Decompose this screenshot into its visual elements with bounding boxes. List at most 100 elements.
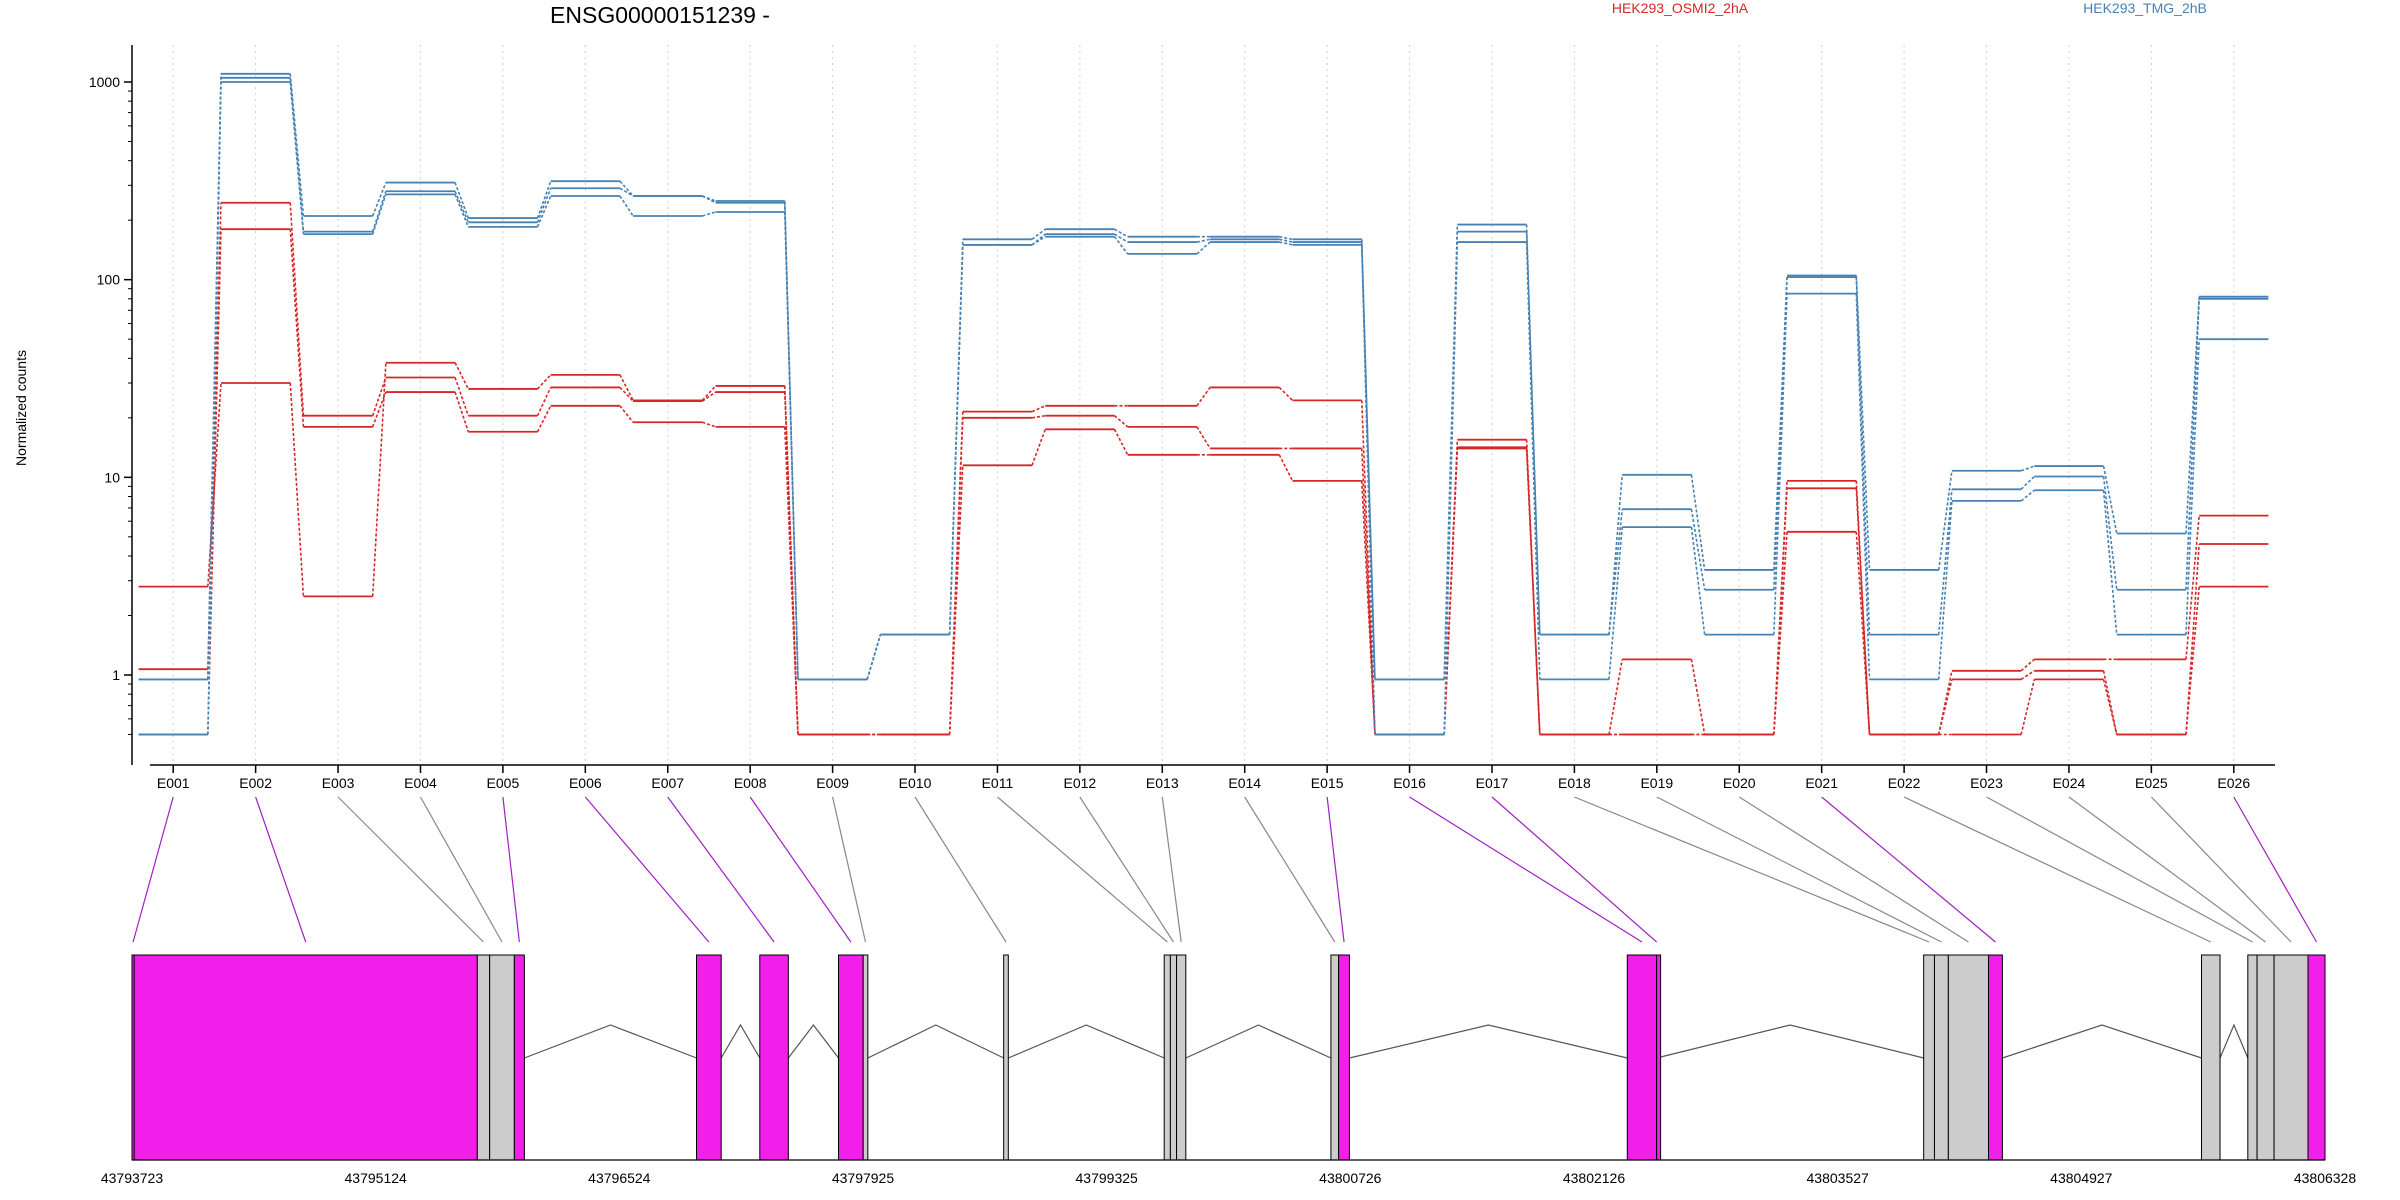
y-tick-label: 1: [112, 667, 120, 683]
series-connector: [702, 211, 716, 217]
series-connector: [1113, 415, 1129, 428]
series-connector: [2185, 296, 2200, 534]
series-connector: [1608, 509, 1624, 635]
x-tick-label: E022: [1888, 775, 1921, 791]
series-connector: [1443, 242, 1459, 735]
series-connector: [1031, 429, 1046, 466]
series-connector: [1855, 531, 1871, 735]
series-connector: [1937, 489, 1953, 635]
series-connector: [454, 190, 470, 223]
series-connector: [619, 187, 634, 197]
exon-block: [2247, 954, 2258, 1161]
series-connector: [1773, 531, 1788, 735]
series-connector: [454, 377, 470, 416]
series-connector: [783, 426, 799, 735]
genomic-tick-label: 43802126: [1563, 1170, 1626, 1186]
series-5: [138, 76, 2269, 681]
exon-connector: [419, 796, 503, 943]
series-connector: [1279, 241, 1293, 246]
legend-label-tmg: HEK293_TMG_2hB: [2083, 0, 2207, 16]
genomic-tick-label: 43806328: [2294, 1170, 2357, 1186]
exon-connector: [1409, 796, 1643, 943]
x-tick-label: E013: [1146, 775, 1179, 791]
genomic-tick-label: 43803527: [1807, 1170, 1870, 1186]
series-connector: [702, 195, 716, 204]
exon-block: [1163, 954, 1171, 1161]
intron-line: [1349, 1024, 1628, 1059]
x-tick-label: E007: [651, 775, 684, 791]
series-connector: [207, 81, 222, 735]
label-layer: ENSG00000151239 - HEK293_OSMI2_2hA HEK29…: [13, 0, 2207, 466]
x-tick-label: E016: [1393, 775, 1426, 791]
series-connector: [619, 374, 634, 401]
genomic-tick-label: 43797925: [832, 1170, 895, 1186]
intron-line: [720, 1023, 761, 1059]
exon-block: [1169, 954, 1178, 1161]
series-connector: [701, 391, 717, 402]
intron-line: [524, 1024, 697, 1059]
series-connector: [1855, 275, 1871, 570]
exon-connector: [255, 796, 307, 943]
exon-block: [838, 954, 864, 1161]
x-tick-label: E010: [899, 775, 932, 791]
series-connector: [371, 191, 387, 232]
exon-block: [1338, 954, 1350, 1161]
exon-block: [1947, 954, 1989, 1161]
x-tick-label: E020: [1723, 775, 1756, 791]
series-connector: [371, 182, 387, 217]
exon-block: [2201, 954, 2221, 1161]
intron-line: [2002, 1024, 2202, 1059]
series-connector: [371, 377, 387, 416]
genomic-tick-label: 43799325: [1076, 1170, 1139, 1186]
x-tick-label: E008: [734, 775, 767, 791]
exon-block: [1003, 954, 1009, 1161]
genomic-tick-label: 43795124: [345, 1170, 408, 1186]
exon-connector: [1161, 796, 1182, 943]
exon-connector: [1903, 796, 2212, 943]
x-tick-label: E023: [1970, 775, 2003, 791]
y-tick-label: 1000: [89, 74, 120, 90]
series-3: [138, 228, 2269, 736]
exon-block: [2256, 954, 2275, 1161]
series-6: [138, 81, 2269, 736]
series-connector: [2102, 679, 2118, 735]
legend-label-osmi: HEK293_OSMI2_2hA: [1612, 0, 1749, 16]
series-connector: [948, 244, 964, 635]
series-connector: [1937, 679, 1953, 735]
series-connector: [2102, 490, 2118, 635]
series-connector: [1031, 228, 1046, 240]
exon-block: [2273, 954, 2309, 1161]
series-connector: [1031, 405, 1046, 413]
series-connector: [1608, 527, 1624, 680]
series-layer: [138, 72, 2269, 736]
series-connector: [619, 405, 634, 423]
exon-connector: [997, 796, 1168, 943]
grid-layer: [172, 45, 2235, 765]
series-connector: [2020, 465, 2035, 472]
exon-connector: [2233, 796, 2318, 943]
series-connector: [207, 229, 222, 735]
series-connector: [371, 194, 387, 235]
series-connector: [2102, 670, 2118, 735]
series-connector: [536, 387, 552, 417]
series-connector: [454, 182, 470, 219]
exon-block: [513, 954, 525, 1161]
series-connector: [1937, 670, 1953, 735]
series-connector: [1690, 659, 1706, 735]
y-tick-label: 10: [104, 469, 120, 485]
series-connector: [536, 187, 552, 223]
exon-connector: [749, 796, 852, 943]
x-tick-label: E012: [1064, 775, 1097, 791]
x-tick-label: E001: [157, 775, 190, 791]
x-tick-label: E025: [2135, 775, 2168, 791]
series-connector: [1773, 277, 1788, 590]
series-connector: [1114, 233, 1129, 243]
series-connector: [1031, 235, 1046, 246]
series-connector: [2185, 298, 2200, 590]
series-connector: [2102, 476, 2118, 590]
x-tick-label: E004: [404, 775, 437, 791]
exon-connector: [1738, 796, 1969, 943]
exon-block: [1626, 954, 1658, 1161]
series-connector: [1608, 659, 1623, 735]
